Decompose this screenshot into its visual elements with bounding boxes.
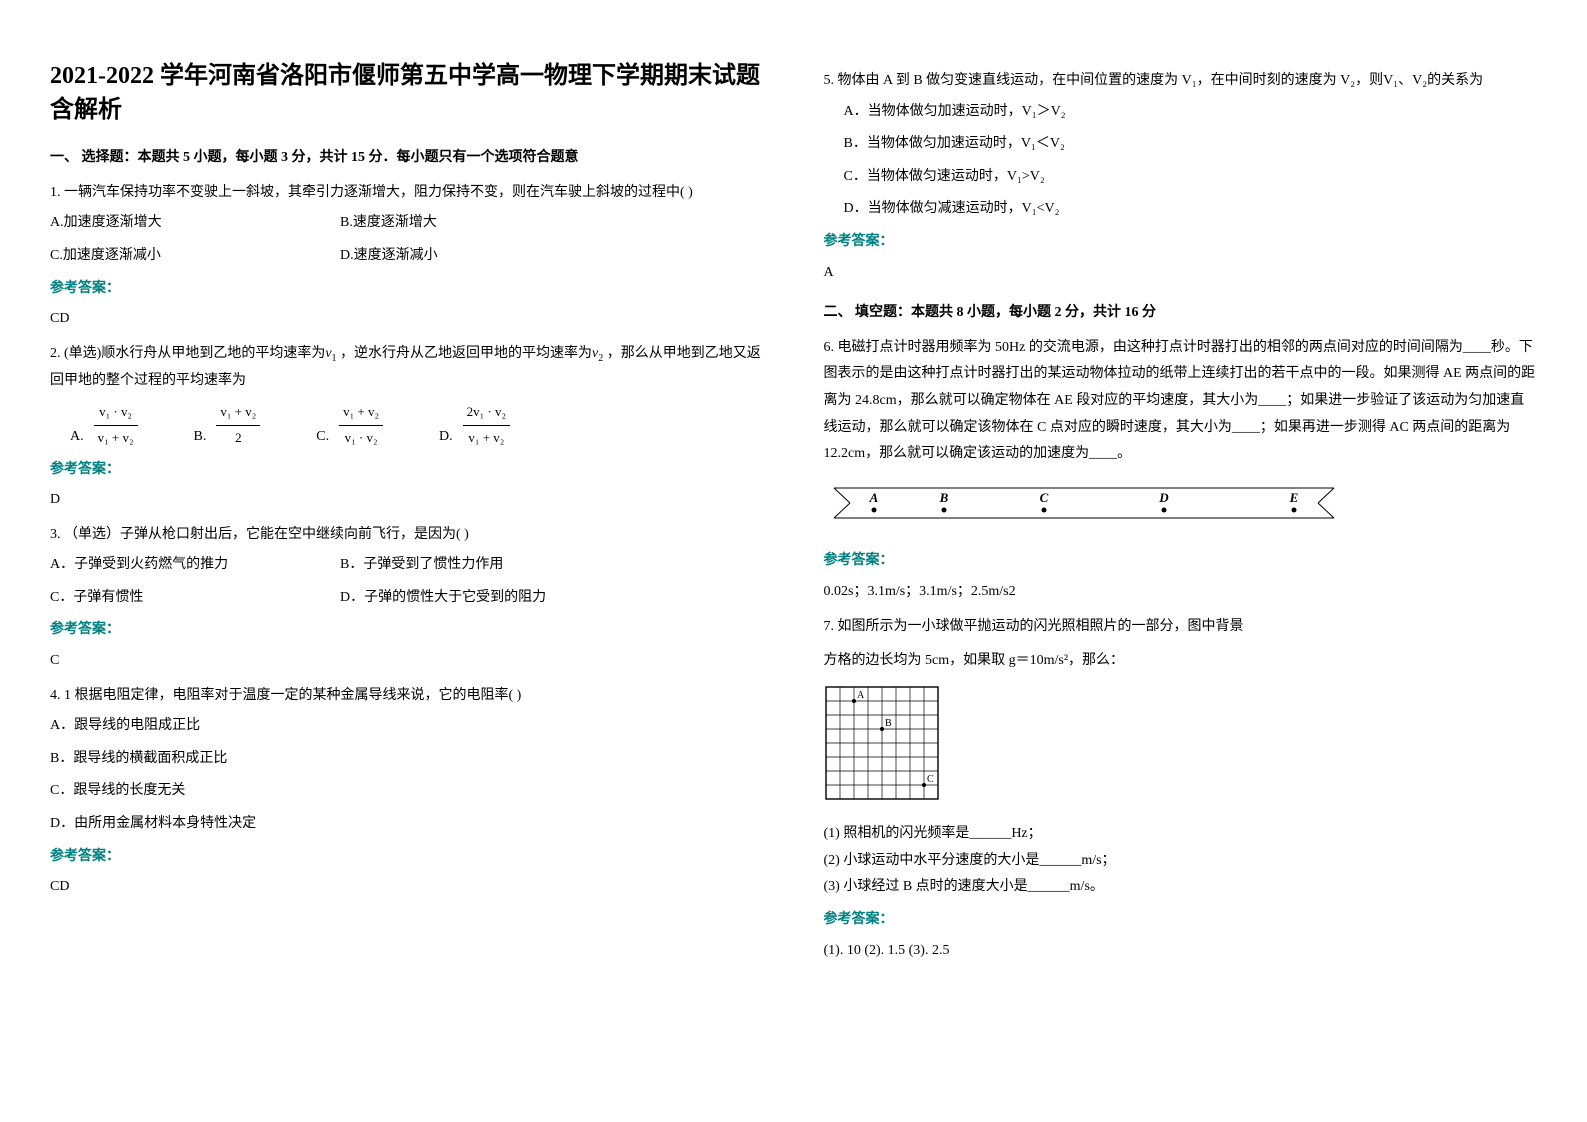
q1-opt-c: C.加速度逐渐减小 (50, 243, 340, 270)
q2-d-label: D. (439, 424, 453, 451)
q5-stem: 5. 物体由 A 到 B 做匀变速直线运动，在中间位置的速度为 V₁，在中间时刻… (824, 68, 1538, 95)
q2-answer-label: 参考答案： (50, 457, 764, 484)
section-2-header: 二、 填空题：本题共 8 小题，每小题 2 分，共计 16 分 (824, 300, 1538, 327)
q4-opt-a: A．跟导线的电阻成正比 (50, 713, 764, 740)
q7-sub2: (2) 小球运动中水平分速度的大小是______m/s； (824, 848, 1538, 875)
svg-text:B: B (885, 718, 892, 729)
q4-stem: 4. 1 根据电阻定律，电阻率对于温度一定的某种金属导线来说，它的电阻率( ) (50, 683, 764, 710)
q2-d-den: v₁ + v₂ (463, 426, 510, 451)
document-title: 2021-2022 学年河南省洛阳市偃师第五中学高一物理下学期期末试题含解析 (50, 60, 764, 127)
q4-answer: CD (50, 874, 764, 901)
q2-d-num: 2v₁ · v₂ (463, 400, 510, 426)
q2-b-num: v₁ + v₂ (216, 400, 260, 426)
q7-answer-label: 参考答案： (824, 907, 1538, 934)
q2-c-label: C. (316, 424, 329, 451)
q3-opt-c: C．子弹有惯性 (50, 585, 340, 612)
q5-opt-a: A．当物体做匀加速运动时，V₁＞V₂ (844, 99, 1538, 126)
q3-opt-b: B．子弹受到了惯性力作用 (340, 552, 503, 579)
svg-text:A: A (857, 690, 865, 701)
q1-opt-b: B.速度逐渐增大 (340, 210, 437, 237)
q2-opt-a: A. v₁ · v₂v₁ + v₂ (70, 400, 144, 450)
q3-opt-d: D．子弹的惯性大于它受到的阻力 (340, 585, 546, 612)
q2-a-label: A. (70, 424, 84, 451)
grid-diagram: A B C (824, 685, 1538, 812)
q7-stem2: 方格的边长均为 5cm，如果取 g＝10m/s²，那么： (824, 648, 1538, 675)
q2-stem-pre: 2. (单选)顺水行舟从甲地到乙地的平均速率为 (50, 346, 325, 361)
q6-answer: 0.02s；3.1m/s；3.1m/s；2.5m/s2 (824, 579, 1538, 606)
q1-opts-row2: C.加速度逐渐减小 D.速度逐渐减小 (50, 243, 764, 270)
q1-opt-d: D.速度逐渐减小 (340, 243, 438, 270)
q1-stem: 1. 一辆汽车保持功率不变驶上一斜坡，其牵引力逐渐增大，阻力保持不变，则在汽车驶… (50, 180, 764, 207)
q7-stem1: 7. 如图所示为一小球做平抛运动的闪光照相照片的一部分，图中背景 (824, 614, 1538, 641)
q4-answer-label: 参考答案： (50, 844, 764, 871)
svg-text:D: D (1158, 490, 1169, 505)
q1-answer: CD (50, 306, 764, 333)
left-column: 2021-2022 学年河南省洛阳市偃师第五中学高一物理下学期期末试题含解析 一… (50, 60, 764, 972)
q2-b-den: 2 (216, 426, 260, 451)
right-column: 5. 物体由 A 到 B 做匀变速直线运动，在中间位置的速度为 V₁，在中间时刻… (824, 60, 1538, 972)
q6-stem: 6. 电磁打点计时器用频率为 50Hz 的交流电源，由这种打点计时器打出的相邻的… (824, 335, 1538, 468)
q3-opt-a: A．子弹受到火药燃气的推力 (50, 552, 340, 579)
q2-c-den: v₁ · v₂ (339, 426, 383, 451)
q6-answer-label: 参考答案： (824, 548, 1538, 575)
q3-answer-label: 参考答案： (50, 617, 764, 644)
q1-opt-a: A.加速度逐渐增大 (50, 210, 340, 237)
section-1-header: 一、 选择题：本题共 5 小题，每小题 3 分，共计 15 分．每小题只有一个选… (50, 145, 764, 172)
svg-text:B: B (938, 490, 948, 505)
q2-opt-c: C. v₁ + v₂v₁ · v₂ (316, 400, 389, 450)
q2-options: A. v₁ · v₂v₁ + v₂ B. v₁ + v₂2 C. v₁ + v₂… (70, 400, 764, 450)
q4-opt-c: C．跟导线的长度无关 (50, 778, 764, 805)
q5-opt-d: D．当物体做匀减速运动时，V₁<V₂ (844, 196, 1538, 223)
q3-stem: 3. （单选）子弹从枪口射出后，它能在空中继续向前飞行，是因为( ) (50, 522, 764, 549)
q3-answer: C (50, 648, 764, 675)
q5-opt-b: B．当物体做匀加速运动时，V₁＜V₂ (844, 131, 1538, 158)
q2-c-num: v₁ + v₂ (339, 400, 383, 426)
q5-answer: A (824, 260, 1538, 287)
q2-stem: 2. (单选)顺水行舟从甲地到乙地的平均速率为v1 ，逆水行舟从乙地返回甲地的平… (50, 341, 764, 394)
svg-text:A: A (868, 490, 878, 505)
q1-answer-label: 参考答案： (50, 276, 764, 303)
svg-text:E: E (1288, 490, 1298, 505)
svg-text:C: C (1039, 490, 1048, 505)
q7-sub1: (1) 照相机的闪光频率是______Hz； (824, 821, 1538, 848)
q2-a-num: v₁ · v₂ (94, 400, 138, 426)
q2-opt-d: D. 2v₁ · v₂v₁ + v₂ (439, 400, 516, 450)
svg-text:C: C (927, 774, 934, 785)
q2-stem-mid: ，逆水行舟从乙地返回甲地的平均速率为 (337, 346, 593, 361)
tape-diagram: A B C D E (824, 478, 1538, 539)
q3-opts-row2: C．子弹有惯性 D．子弹的惯性大于它受到的阻力 (50, 585, 764, 612)
q3-opts-row1: A．子弹受到火药燃气的推力 B．子弹受到了惯性力作用 (50, 552, 764, 579)
q5-answer-label: 参考答案： (824, 229, 1538, 256)
q5-opt-c: C．当物体做匀速运动时，V₁>V₂ (844, 164, 1538, 191)
q2-b-label: B. (194, 424, 207, 451)
q7-sub3: (3) 小球经过 B 点时的速度大小是______m/s。 (824, 874, 1538, 901)
q4-opt-d: D．由所用金属材料本身特性决定 (50, 811, 764, 838)
q7-answer: (1). 10 (2). 1.5 (3). 2.5 (824, 938, 1538, 965)
q2-a-den: v₁ + v₂ (94, 426, 138, 451)
q2-answer: D (50, 487, 764, 514)
q1-opts-row1: A.加速度逐渐增大 B.速度逐渐增大 (50, 210, 764, 237)
q2-opt-b: B. v₁ + v₂2 (194, 400, 267, 450)
q4-opt-b: B．跟导线的横截面积成正比 (50, 746, 764, 773)
